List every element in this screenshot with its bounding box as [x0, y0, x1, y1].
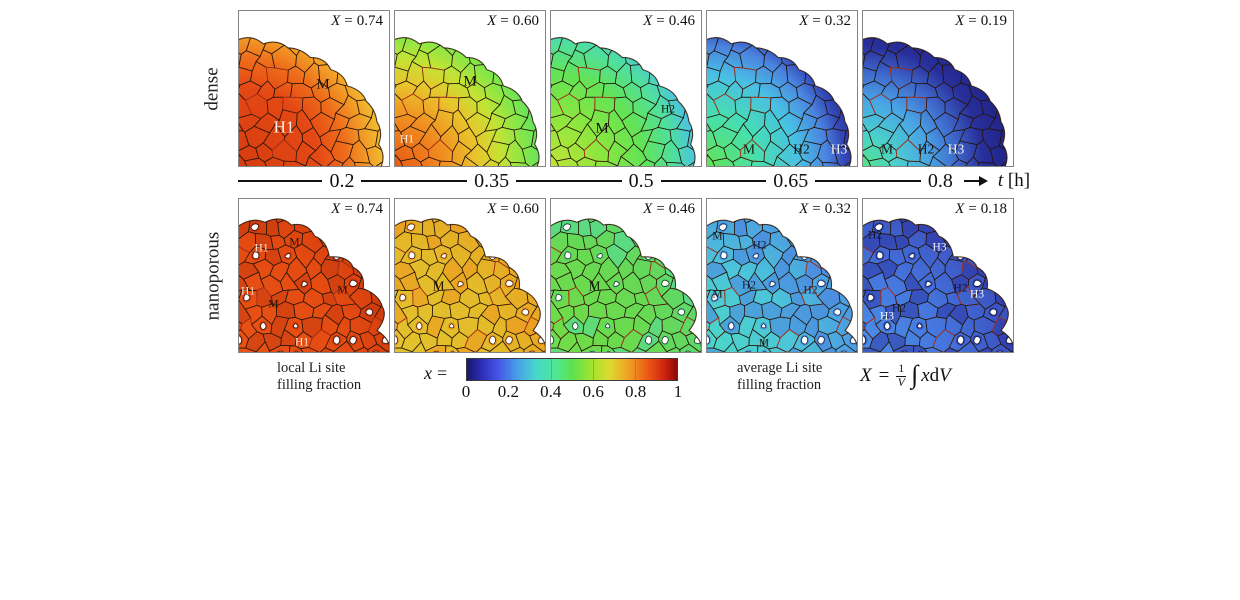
phase-label: M [432, 278, 445, 294]
phase-label: M [588, 278, 601, 294]
time-tick: 0.8 [927, 169, 953, 192]
colorbar-variable: x = [424, 363, 448, 383]
phase-label: H3 [947, 141, 965, 157]
panel-nanoporous-1: X = 0.74 H1 M H1 M M H1 [238, 198, 390, 353]
panel-dense-4: X = 0.32 M H2 H3 [706, 10, 858, 167]
axis-line [815, 180, 921, 182]
colorbar [466, 358, 678, 381]
panel-nanoporous-2: X = 0.60 M [394, 198, 546, 353]
panel-title: X = 0.46 [643, 201, 695, 217]
phase-label: H2 [867, 228, 883, 241]
phase-label: H3 [830, 141, 848, 157]
colorbar-gridline [635, 359, 636, 380]
particle-field [707, 37, 852, 166]
fraction: 1 V [896, 363, 907, 389]
colorbar-tick: 1 [673, 382, 683, 401]
phase-label: H2 [660, 103, 676, 116]
arrow-right-icon [963, 175, 988, 187]
time-tick: 0.65 [773, 169, 809, 192]
particle-field [863, 218, 1013, 352]
phase-label: M [758, 337, 770, 350]
row-label-dense: dense [202, 66, 224, 111]
time-axis-label: t [h] [997, 170, 1031, 191]
colorbar-caption-right: average Li site filling fraction [737, 360, 823, 393]
panel-title: X = 0.19 [955, 13, 1007, 29]
colorbar-caption-left: local Li site filling fraction [277, 360, 362, 393]
phase-label: H2 [752, 239, 767, 252]
phase-label: M [712, 288, 723, 301]
particle-field [707, 218, 857, 352]
particle-field [395, 218, 545, 352]
panel-nanoporous-5: X = 0.18 H2 H3 H2 H3 H2 H3 [862, 198, 1014, 353]
colorbar-ticks: 0 0.2 0.4 0.6 0.8 1 [462, 382, 683, 404]
phase-label: M [880, 141, 894, 157]
particle-field [551, 37, 696, 166]
phase-label: H2 [803, 284, 818, 297]
phase-label: M [463, 73, 477, 90]
phase-label: M [268, 297, 279, 310]
panel-title: X = 0.74 [331, 13, 383, 29]
phase-label: M [595, 120, 609, 137]
colorbar-gridline [509, 359, 510, 380]
panel-dense-1: X = 0.74 M H1 [238, 10, 390, 167]
phase-label: H2 [793, 141, 810, 157]
colorbar-gridline [551, 359, 552, 380]
row-label-nanoporous: nanoporous [202, 231, 223, 320]
panel-dense-3: X = 0.46 M H2 [550, 10, 702, 167]
colorbar-tick: 0.8 [624, 382, 647, 401]
phase-label: H3 [969, 288, 985, 301]
particle-field [239, 37, 384, 166]
axis-line [361, 180, 468, 182]
phase-label: H1 [240, 285, 256, 298]
panel-title: X = 0.32 [799, 13, 851, 29]
phase-label: H1 [273, 117, 295, 137]
time-tick: 0.35 [474, 169, 510, 192]
time-tick: 0.2 [329, 169, 355, 192]
panel-title: X = 0.60 [487, 13, 539, 29]
colorbar-tick: 0.4 [540, 382, 562, 401]
phase-label: H2 [891, 302, 907, 315]
phase-label: H2 [917, 141, 935, 157]
phase-label: H2 [741, 279, 757, 292]
colorbar-tick: 0.6 [582, 382, 604, 401]
phase-label: M [742, 141, 756, 157]
integral-icon: ∫ [911, 360, 919, 389]
panel-title: X = 0.60 [487, 201, 539, 217]
panel-nanoporous-4: X = 0.32 M H2 H2 M H2 M [706, 198, 858, 353]
particle-field [239, 218, 389, 352]
panel-nanoporous-3: X = 0.46 M [550, 198, 702, 353]
panel-dense-5: X = 0.19 M H2 H3 [862, 10, 1014, 167]
phase-label: H3 [879, 310, 895, 323]
phase-label: H3 [932, 241, 947, 254]
phase-label: H2 [953, 282, 968, 295]
panel-title: X = 0.18 [955, 201, 1007, 217]
time-axis: 0.2 0.35 0.5 0.65 0.8 t [h] [238, 167, 1030, 195]
phase-label: H1 [254, 242, 269, 255]
colorbar-gridline [593, 359, 594, 380]
panel-title: X = 0.32 [799, 201, 851, 217]
colorbar-tick: 0.2 [497, 382, 520, 401]
phase-label: H1 [399, 132, 415, 145]
panel-title: X = 0.74 [331, 201, 383, 217]
time-tick: 0.5 [628, 169, 654, 192]
panel-title: X = 0.46 [643, 13, 695, 29]
axis-line [660, 180, 767, 182]
axis-line [516, 180, 622, 182]
axis-line [238, 180, 323, 182]
particle-field [395, 37, 540, 166]
phase-label: M [337, 284, 348, 297]
phase-label: M [289, 236, 300, 249]
phase-label: M [712, 230, 723, 243]
panel-dense-2: X = 0.60 M H1 [394, 10, 546, 167]
particle-field [551, 218, 701, 352]
colorbar-tick: 0 [461, 382, 471, 401]
phase-label: H1 [294, 336, 310, 349]
particle-field [863, 37, 1008, 166]
phase-label: M [316, 76, 330, 93]
